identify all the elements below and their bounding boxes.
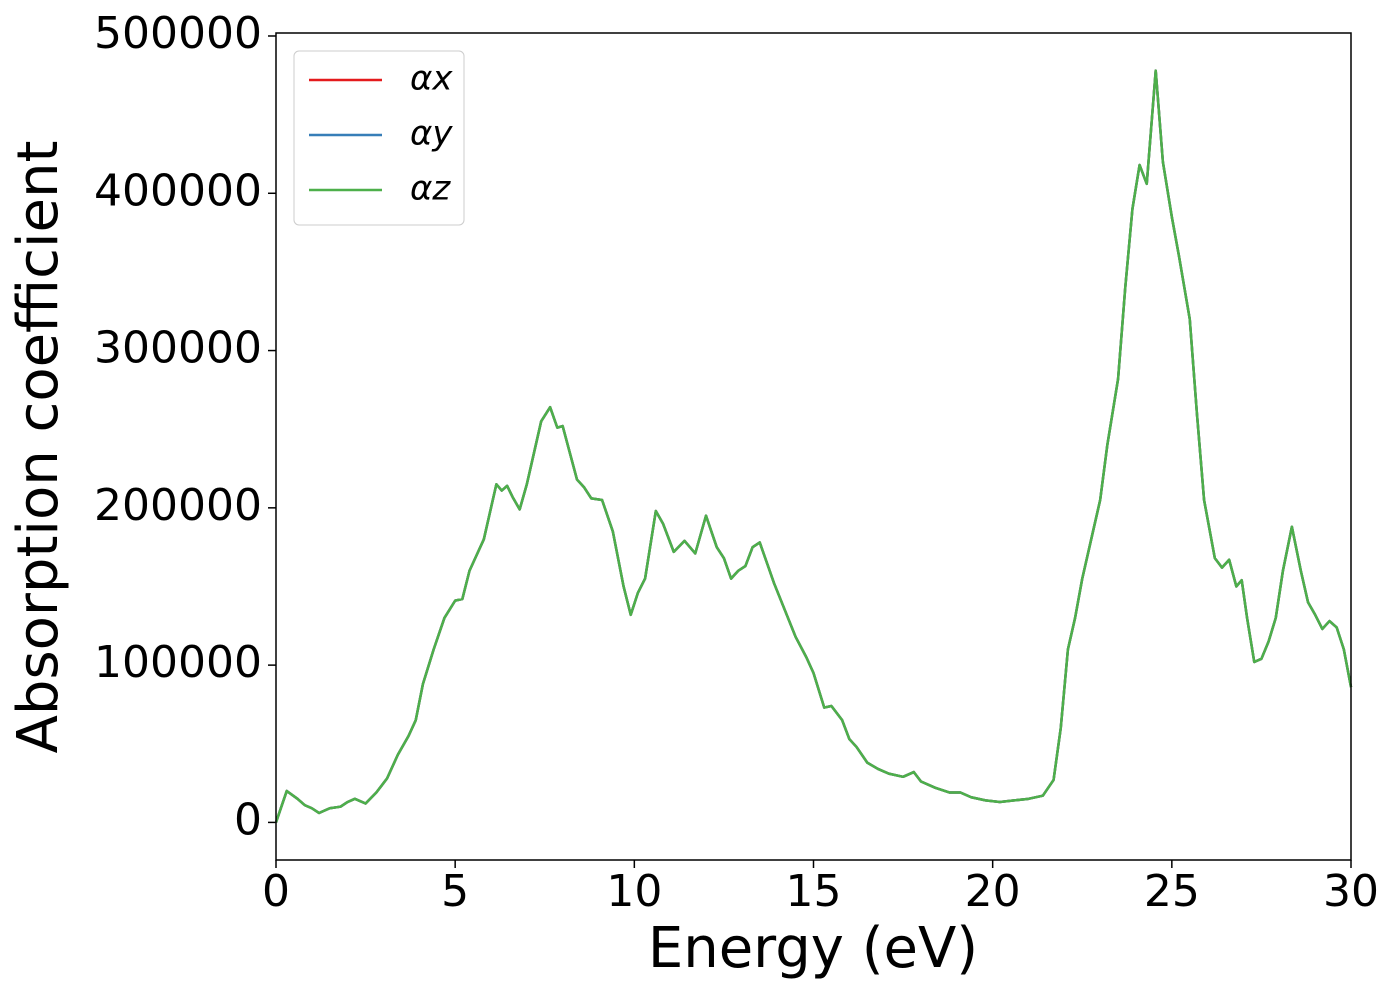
x-tick-label: 0 bbox=[262, 866, 290, 917]
legend-label: αz bbox=[410, 169, 451, 209]
x-tick-label: 5 bbox=[441, 866, 469, 917]
plot-frame bbox=[275, 32, 1352, 861]
x-tick-label: 10 bbox=[606, 866, 662, 917]
y-tick-label: 200000 bbox=[94, 480, 262, 531]
x-tick-label: 30 bbox=[1323, 866, 1379, 917]
y-tick-label: 400000 bbox=[94, 165, 262, 216]
x-tick-label: 25 bbox=[1144, 866, 1200, 917]
legend-label: αy bbox=[410, 114, 453, 154]
x-tick-label: 15 bbox=[786, 866, 842, 917]
y-tick-label: 0 bbox=[234, 794, 262, 845]
legend-box bbox=[293, 50, 465, 226]
y-tick-label: 300000 bbox=[94, 323, 262, 374]
y-tick-label: 100000 bbox=[94, 637, 262, 688]
x-axis-label: Energy (eV) bbox=[648, 916, 978, 981]
legend-label: αx bbox=[410, 59, 453, 99]
y-axis-label: Absorption coefficient bbox=[6, 141, 71, 754]
line-series bbox=[274, 69, 1353, 823]
x-tick-label: 20 bbox=[965, 866, 1021, 917]
y-tick-label: 500000 bbox=[94, 8, 262, 59]
